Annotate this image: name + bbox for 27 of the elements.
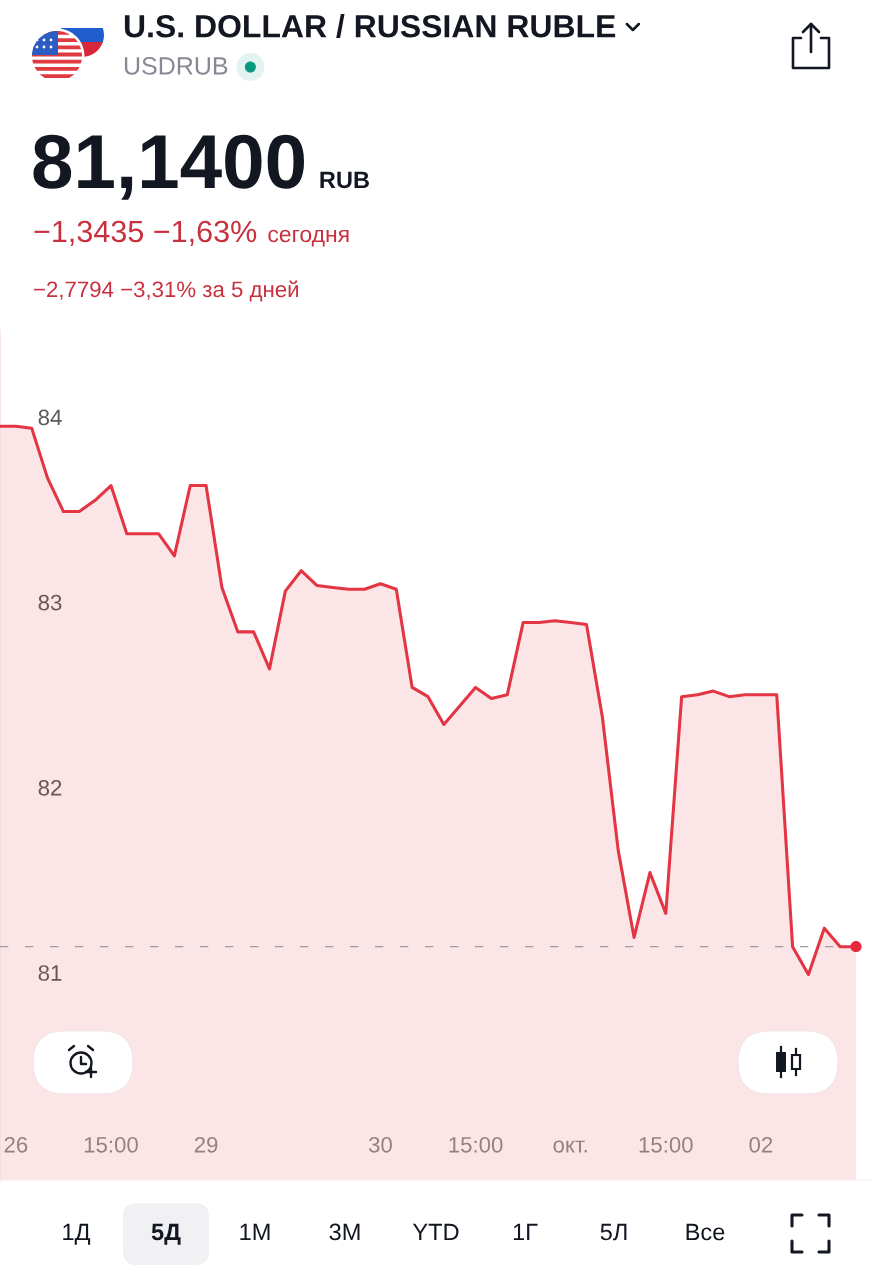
text: RUB <box>320 171 369 189</box>
chart-title: U.S. DOLLAR / RUSSIAN RUBLE <box>124 14 616 38</box>
text: YTD <box>412 1223 459 1241</box>
x-tick-label: окт. <box>553 1140 587 1153</box>
text: Все <box>686 1223 725 1241</box>
y-tick-label: 84 <box>38 409 62 426</box>
text: 1Д <box>63 1223 91 1245</box>
text: 5Д <box>151 1223 181 1245</box>
y-tick-label: 82 <box>38 779 62 796</box>
x-tick-label: 15:00 <box>449 1136 503 1153</box>
text: 1Г <box>513 1223 538 1241</box>
x-tick-label: 26 <box>4 1136 28 1153</box>
y-tick-label: 83 <box>38 594 62 611</box>
text: 81,1400 <box>33 134 304 200</box>
y-tick-label: 81 <box>38 965 62 981</box>
text: −1,3435 −1,63% <box>34 220 257 246</box>
x-tick-label: 30 <box>368 1136 392 1153</box>
chart-subtitle: USDRUB <box>124 57 228 75</box>
text: 1М <box>240 1223 270 1241</box>
text: 5Л <box>600 1223 627 1241</box>
text: 3М <box>329 1223 360 1241</box>
x-tick-label: 02 <box>749 1136 773 1153</box>
x-tick-label: 15:00 <box>84 1136 138 1153</box>
text: −2,7794 −3,31% за 5 дней <box>34 280 299 302</box>
text: сегодня <box>268 229 349 247</box>
x-tick-label: 29 <box>194 1136 218 1153</box>
x-tick-label: 15:00 <box>639 1136 693 1153</box>
